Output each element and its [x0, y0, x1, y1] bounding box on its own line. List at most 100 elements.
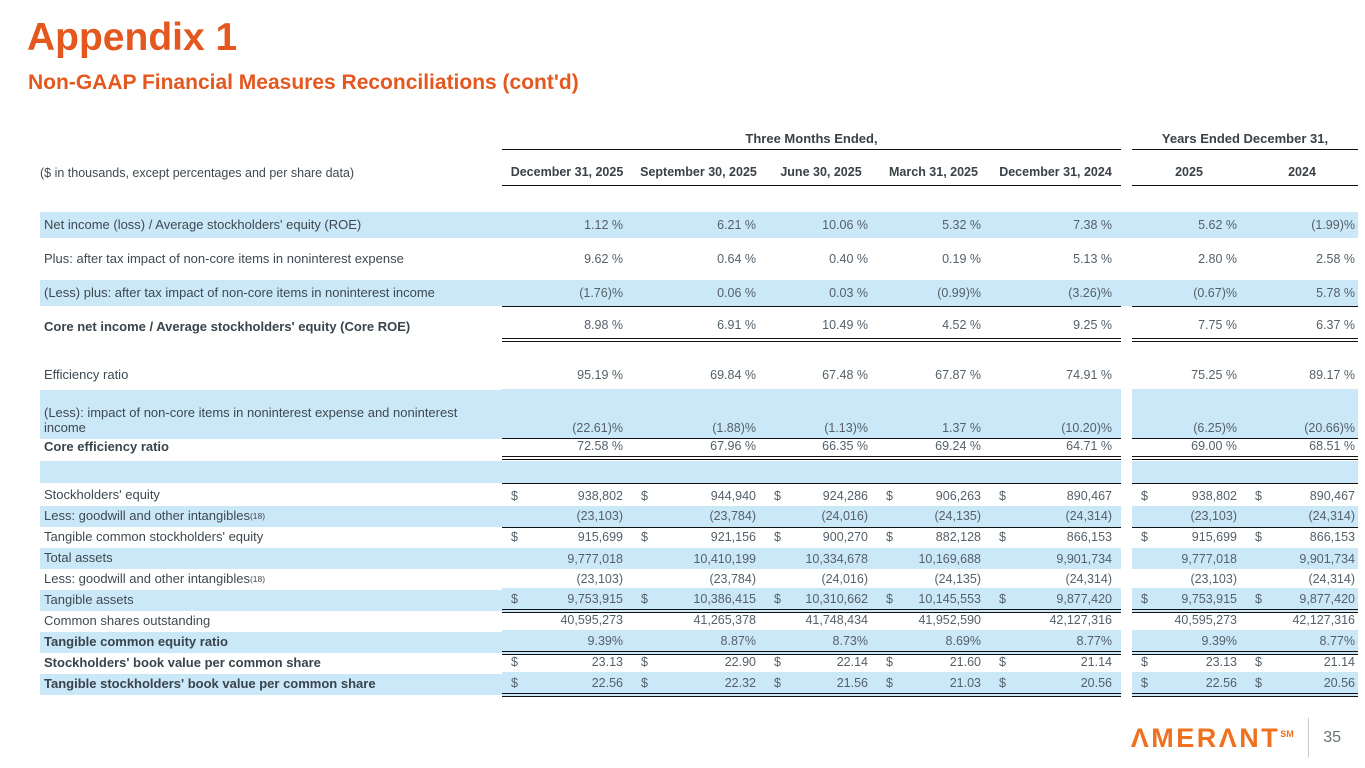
- row-value: [990, 460, 1121, 484]
- column-gap: [1121, 569, 1132, 590]
- row-label: (Less): impact of non-core items in noni…: [40, 389, 502, 439]
- row-value: 0.06 %: [632, 279, 765, 307]
- row-value: $900,270: [765, 527, 877, 549]
- dollar-sign: $: [999, 591, 1006, 606]
- row-label: Core efficiency ratio: [44, 439, 169, 455]
- row-value: $924,286: [765, 485, 877, 506]
- row-value: 9,901,734: [1246, 548, 1358, 569]
- table-row: (Less): impact of non-core items in noni…: [40, 389, 1358, 439]
- table-row: Less: goodwill and other intangibles (18…: [40, 569, 1358, 591]
- row-value: $915,699: [502, 527, 632, 549]
- row-value: 9,777,018: [502, 548, 632, 569]
- dollar-sign: $: [886, 591, 893, 606]
- row-label: Efficiency ratio: [44, 366, 129, 382]
- table-row: Tangible stockholders' book value per co…: [40, 672, 1358, 697]
- row-value: 75.25 %: [1191, 368, 1237, 382]
- row-value: $10,386,415: [632, 588, 765, 613]
- row-value: $906,263: [877, 485, 990, 506]
- table-row: Efficiency ratio 95.19 % 69.84 % 67.48 % 67.…: [40, 362, 1358, 388]
- row-value: $22.56: [1132, 672, 1246, 697]
- row-label: Core net income / Average stockholders' …: [44, 318, 411, 334]
- dollar-sign: $: [886, 675, 893, 690]
- dollar-sign: $: [1255, 654, 1262, 669]
- dollar-sign: $: [641, 488, 648, 503]
- row-value: (22.61)%: [502, 389, 632, 439]
- dollar-sign: $: [886, 488, 893, 503]
- row-value: (24,016): [765, 505, 877, 528]
- table-column-header: ($ in thousands, except percentages and …: [40, 152, 1358, 186]
- row-value: (1.76)%: [502, 279, 632, 307]
- row-value: $22.32: [632, 672, 765, 697]
- row-value: $10,145,553: [877, 588, 990, 613]
- dollar-sign: $: [641, 654, 648, 669]
- row-value: $21.03: [877, 672, 990, 697]
- row-value: $9,877,420: [1246, 588, 1358, 613]
- column-gap: [1121, 611, 1132, 632]
- row-value: [877, 460, 990, 484]
- row-value: 2.80 %: [1198, 252, 1237, 266]
- row-value: (23,103): [502, 505, 632, 528]
- row-value: 8.77%: [1246, 630, 1358, 655]
- row-label: Total assets: [40, 548, 502, 569]
- dollar-sign: $: [641, 530, 648, 544]
- row-value: [765, 460, 877, 484]
- row-value: 7.75 %: [1132, 312, 1246, 342]
- row-value: 10,334,678: [765, 548, 877, 569]
- table-row: Plus: after tax impact of non-core items…: [40, 246, 1358, 272]
- column-gap: [1121, 212, 1132, 238]
- table-row: Core net income / Average stockholders' …: [40, 312, 1358, 342]
- table-row: Net income (loss) / Average stockholders…: [40, 212, 1358, 238]
- row-value: 0.40 %: [829, 252, 868, 266]
- row-value: $882,128: [877, 527, 990, 549]
- row-value: 8.87%: [632, 630, 765, 655]
- dollar-sign: $: [511, 591, 518, 606]
- row-value: $22.56: [502, 672, 632, 697]
- row-value: (1.88)%: [632, 389, 765, 439]
- row-value: $866,153: [990, 527, 1121, 549]
- row-value: $21.56: [765, 672, 877, 697]
- table-row: Core efficiency ratio 72.58 % 67.96 % 66.35…: [40, 435, 1358, 460]
- row-value: 69.24 %: [877, 435, 990, 460]
- row-value: 1.12 %: [502, 212, 632, 238]
- row-value: [1246, 460, 1358, 484]
- row-value: (10.20)%: [990, 389, 1121, 439]
- col-header: September 30, 2025: [632, 145, 765, 186]
- row-value: 9.62 %: [584, 252, 623, 266]
- table-row: Tangible common equity ratio 9.39% 8.87% 8.…: [40, 630, 1358, 655]
- dollar-sign: $: [999, 488, 1006, 503]
- dollar-sign: $: [1141, 530, 1148, 544]
- dollar-sign: $: [641, 675, 648, 690]
- row-value: $20.56: [990, 672, 1121, 697]
- row-label: (Less) plus: after tax impact of non-cor…: [40, 280, 502, 306]
- group-header-three-months: Three Months Ended,: [502, 126, 1121, 150]
- row-value: 67.48 %: [822, 368, 868, 382]
- row-value: 10,410,199: [632, 548, 765, 569]
- row-value: 5.32 %: [877, 212, 990, 238]
- row-value: (1.99)%: [1246, 212, 1358, 238]
- dollar-sign: $: [1255, 675, 1262, 690]
- dollar-sign: $: [1141, 654, 1148, 669]
- dollar-sign: $: [511, 654, 518, 669]
- column-gap: [1121, 461, 1132, 483]
- row-value: 69.00 %: [1132, 435, 1246, 460]
- footer-divider: [1307, 718, 1310, 758]
- row-value: (3.26)%: [990, 279, 1121, 307]
- row-label: Stockholders' equity: [44, 487, 160, 503]
- row-value: 64.71 %: [990, 435, 1121, 460]
- dollar-sign: $: [1141, 591, 1148, 606]
- row-value: $921,156: [632, 527, 765, 549]
- row-value: 9.39%: [1132, 630, 1246, 655]
- row-value: 5.78 %: [1246, 279, 1358, 307]
- row-value: 67.87 %: [935, 368, 981, 382]
- group-header-years-ended: Years Ended December 31,: [1132, 126, 1358, 150]
- row-value: 72.58 %: [502, 435, 632, 460]
- column-gap: [1121, 280, 1132, 306]
- row-value: 66.35 %: [765, 435, 877, 460]
- row-value: $10,310,662: [765, 588, 877, 613]
- row-value: 8.69%: [877, 630, 990, 655]
- row-label: Tangible common stockholders' equity: [44, 529, 264, 545]
- row-value: 9.25 %: [990, 312, 1121, 342]
- table-band-row: [40, 460, 1358, 484]
- table-row: Tangible assets $9,753,915 $10,386,415 $10,…: [40, 588, 1358, 613]
- row-label: Net income (loss) / Average stockholders…: [40, 212, 502, 238]
